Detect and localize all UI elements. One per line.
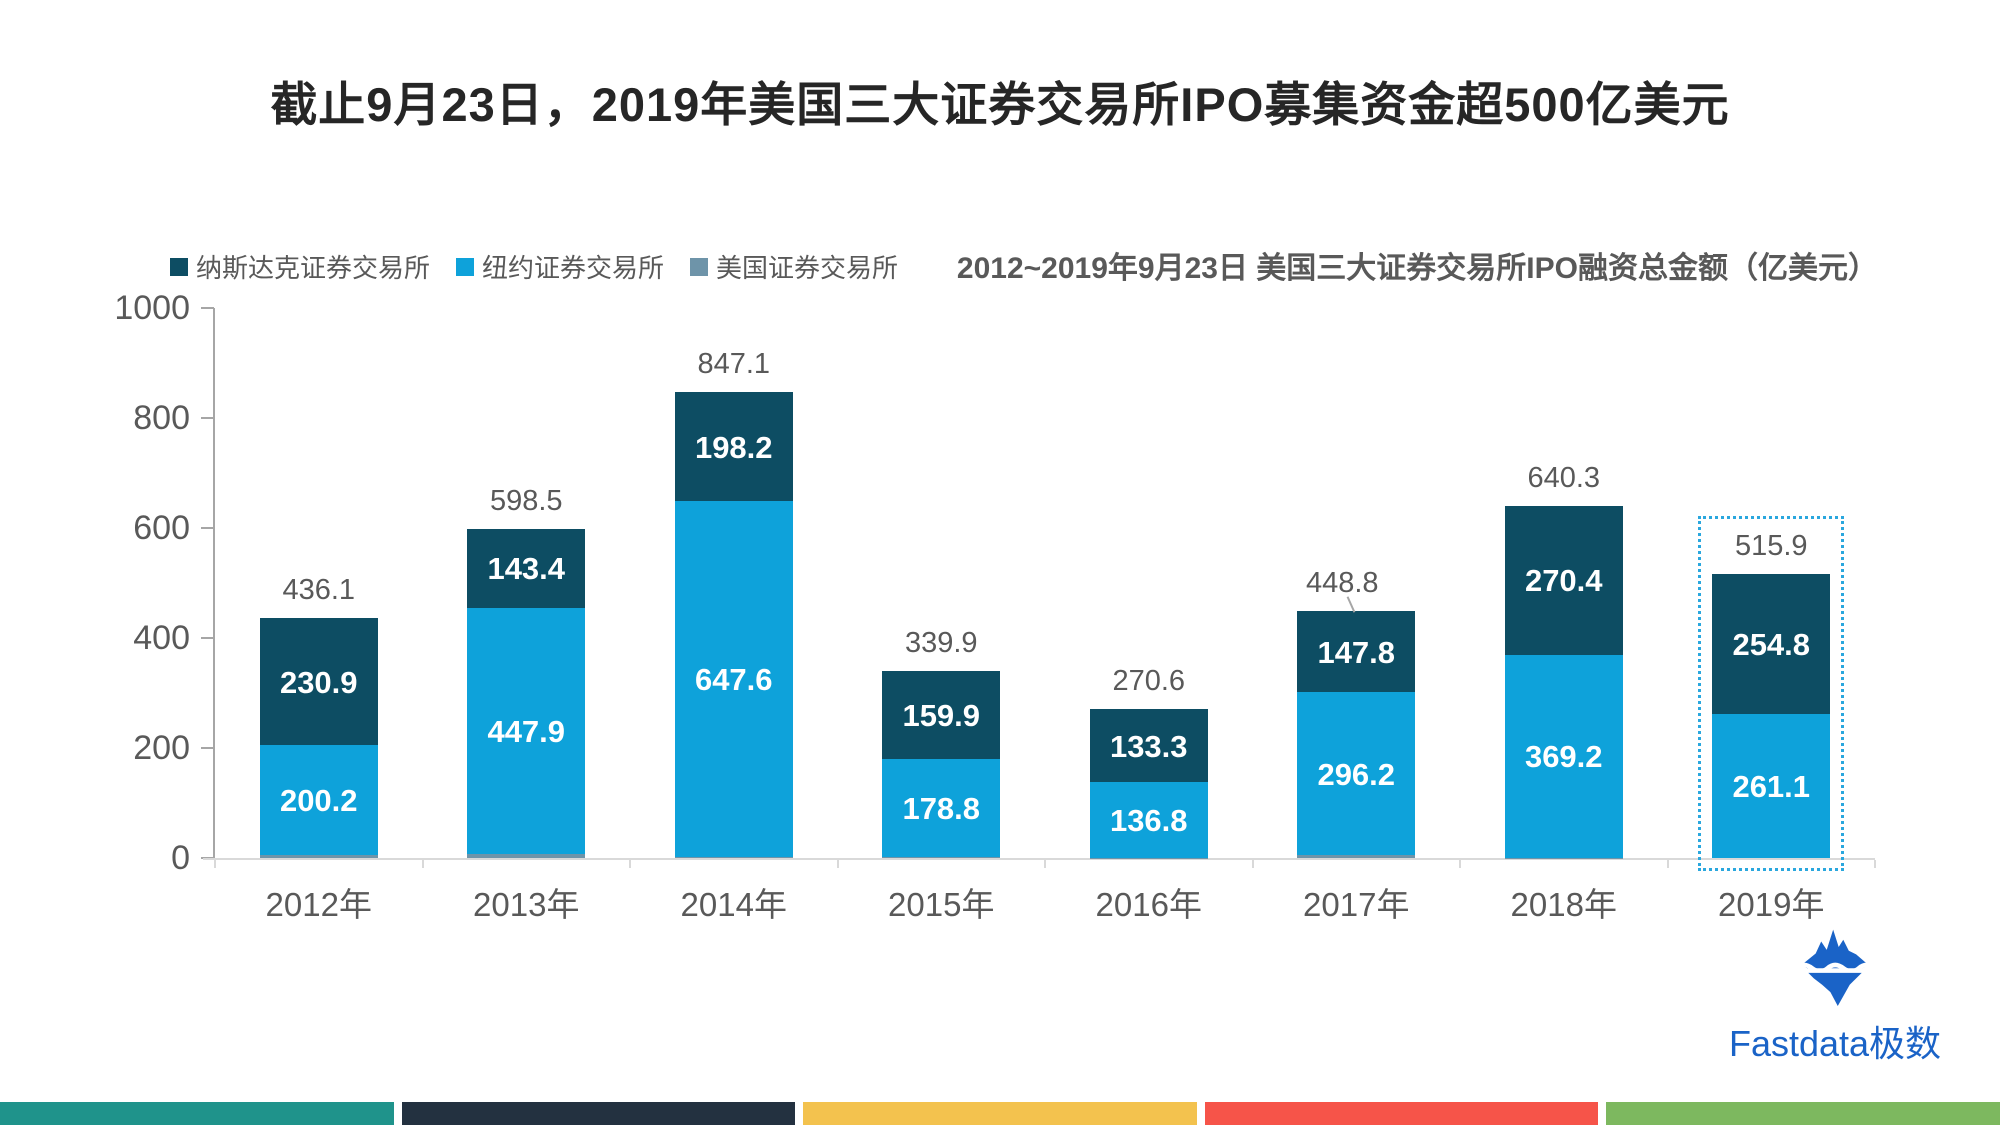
bar-segment-nasdaq <box>1297 611 1416 693</box>
segment-value-label: 369.2 <box>1524 739 1603 775</box>
y-tick <box>201 747 214 749</box>
bar-segment-nyse <box>1297 692 1416 856</box>
footer-segment <box>1204 1102 1599 1125</box>
bar-segment-amex <box>1297 855 1416 858</box>
x-category-label: 2014年 <box>680 886 787 923</box>
bar-segment-amex <box>674 857 793 858</box>
page-title: 截止9月23日，2019年美国三大证券交易所IPO募集资金超500亿美元 <box>270 78 1730 131</box>
y-tick-label: 800 <box>133 399 190 437</box>
bar-total-label: 448.8 <box>1305 567 1379 600</box>
y-tick <box>201 527 214 529</box>
x-tick <box>1459 860 1461 868</box>
bar-total-label: 436.1 <box>282 574 356 607</box>
x-tick <box>421 860 424 868</box>
bar-segment-nyse <box>467 607 586 855</box>
bar-segment-nasdaq <box>674 392 793 502</box>
segment-value-label: 254.8 <box>1732 627 1811 663</box>
footer-segment <box>401 1102 796 1125</box>
x-category-label: 2016年 <box>1095 886 1202 923</box>
x-tick <box>214 860 216 868</box>
y-tick-label: 1000 <box>114 289 190 327</box>
legend-label: 纳斯达克证券交易所 <box>196 253 431 283</box>
highlight-box <box>1698 516 1845 871</box>
segment-value-label: 198.2 <box>694 429 773 465</box>
bar-segment-nasdaq <box>1089 709 1208 783</box>
footer-segment <box>803 1102 1197 1125</box>
x-category-label: 2019年 <box>1718 886 1825 923</box>
bar-segment-nyse <box>259 745 378 856</box>
bar-total-label: 339.9 <box>904 627 978 660</box>
segment-value-label: 230.9 <box>279 664 358 700</box>
segment-value-label: 147.8 <box>1317 634 1396 670</box>
x-category-label: 2015年 <box>888 886 995 923</box>
chart-subtitle: 2012~2019年9月23日 美国三大证券交易所IPO融资总金额（亿美元） <box>956 252 1878 285</box>
segment-value-label: 143.4 <box>487 551 566 587</box>
y-tick-label: 400 <box>133 619 190 657</box>
bar-segment-nasdaq <box>1712 574 1831 715</box>
y-tick <box>201 307 214 309</box>
footer-segment <box>0 1102 394 1125</box>
bar-segment-nasdaq <box>467 528 586 608</box>
brand-name: Fastdata极数 <box>1728 1023 1942 1064</box>
brand: Fastdata极数 <box>1725 922 1945 1067</box>
y-axis-line <box>213 308 215 860</box>
segment-value-label: 447.9 <box>487 713 566 749</box>
segment-value-label: 296.2 <box>1317 756 1396 792</box>
bar-total-label: 598.5 <box>489 484 563 517</box>
bar-segment-nyse <box>1504 654 1623 858</box>
bar-segment-amex <box>882 857 1001 858</box>
y-tick <box>201 417 214 419</box>
y-tick <box>201 637 214 639</box>
x-category-label: 2013年 <box>473 886 580 923</box>
bar-segment-amex <box>467 854 586 858</box>
segment-value-label: 133.3 <box>1109 728 1188 764</box>
bar-segment-nyse <box>1712 714 1831 858</box>
x-tick <box>629 860 631 868</box>
y-tick-label: 0 <box>171 839 190 877</box>
legend-item: 纳斯达克证券交易所 <box>170 248 430 285</box>
legend-label: 纽约证券交易所 <box>482 253 665 283</box>
bar-total-label: 270.6 <box>1112 665 1186 698</box>
y-tick-label: 600 <box>133 509 190 547</box>
legend-swatch-icon <box>170 257 188 276</box>
x-category-label: 2018年 <box>1510 886 1617 923</box>
legend: 纳斯达克证券交易所 纽约证券交易所 美国证券交易所 <box>170 248 898 285</box>
bar-total-label: 515.9 <box>1734 530 1808 563</box>
bar-segment-nasdaq <box>882 671 1001 759</box>
bar-total-label: 847.1 <box>697 348 771 381</box>
bar-segment-nasdaq <box>1504 505 1623 655</box>
segment-value-label: 647.6 <box>694 662 773 698</box>
x-category-label: 2012年 <box>265 886 372 923</box>
legend-item: 美国证券交易所 <box>690 248 898 285</box>
x-category-label: 2017年 <box>1303 886 1410 923</box>
legend-label: 美国证券交易所 <box>716 253 899 283</box>
legend-swatch-icon <box>456 257 475 276</box>
bar-total-label: 640.3 <box>1527 461 1601 494</box>
bar-segment-nyse <box>1089 782 1208 858</box>
segment-value-label: 136.8 <box>1109 803 1188 839</box>
x-tick <box>836 860 839 868</box>
bar-segment-amex <box>259 855 378 858</box>
iceberg-logo-icon <box>1794 929 1876 1006</box>
y-tick-label: 200 <box>133 729 190 767</box>
footer-segment <box>1606 1102 2000 1125</box>
x-tick <box>1874 860 1876 868</box>
segment-value-label: 159.9 <box>902 698 981 734</box>
x-tick <box>1666 860 1669 868</box>
x-tick <box>1044 860 1046 868</box>
legend-item: 纽约证券交易所 <box>456 248 664 285</box>
legend-swatch-icon <box>690 257 709 276</box>
footer-color-bar <box>0 1102 2000 1125</box>
bar-segment-nasdaq <box>259 618 378 746</box>
segment-value-label: 178.8 <box>902 791 981 827</box>
x-tick <box>1251 860 1254 868</box>
segment-value-label: 270.4 <box>1524 563 1603 599</box>
bar-segment-nyse <box>674 501 793 858</box>
bar-segment-nyse <box>882 759 1001 858</box>
x-axis-line <box>203 858 1875 860</box>
segment-value-label: 261.1 <box>1732 769 1811 805</box>
segment-value-label: 200.2 <box>279 783 358 819</box>
